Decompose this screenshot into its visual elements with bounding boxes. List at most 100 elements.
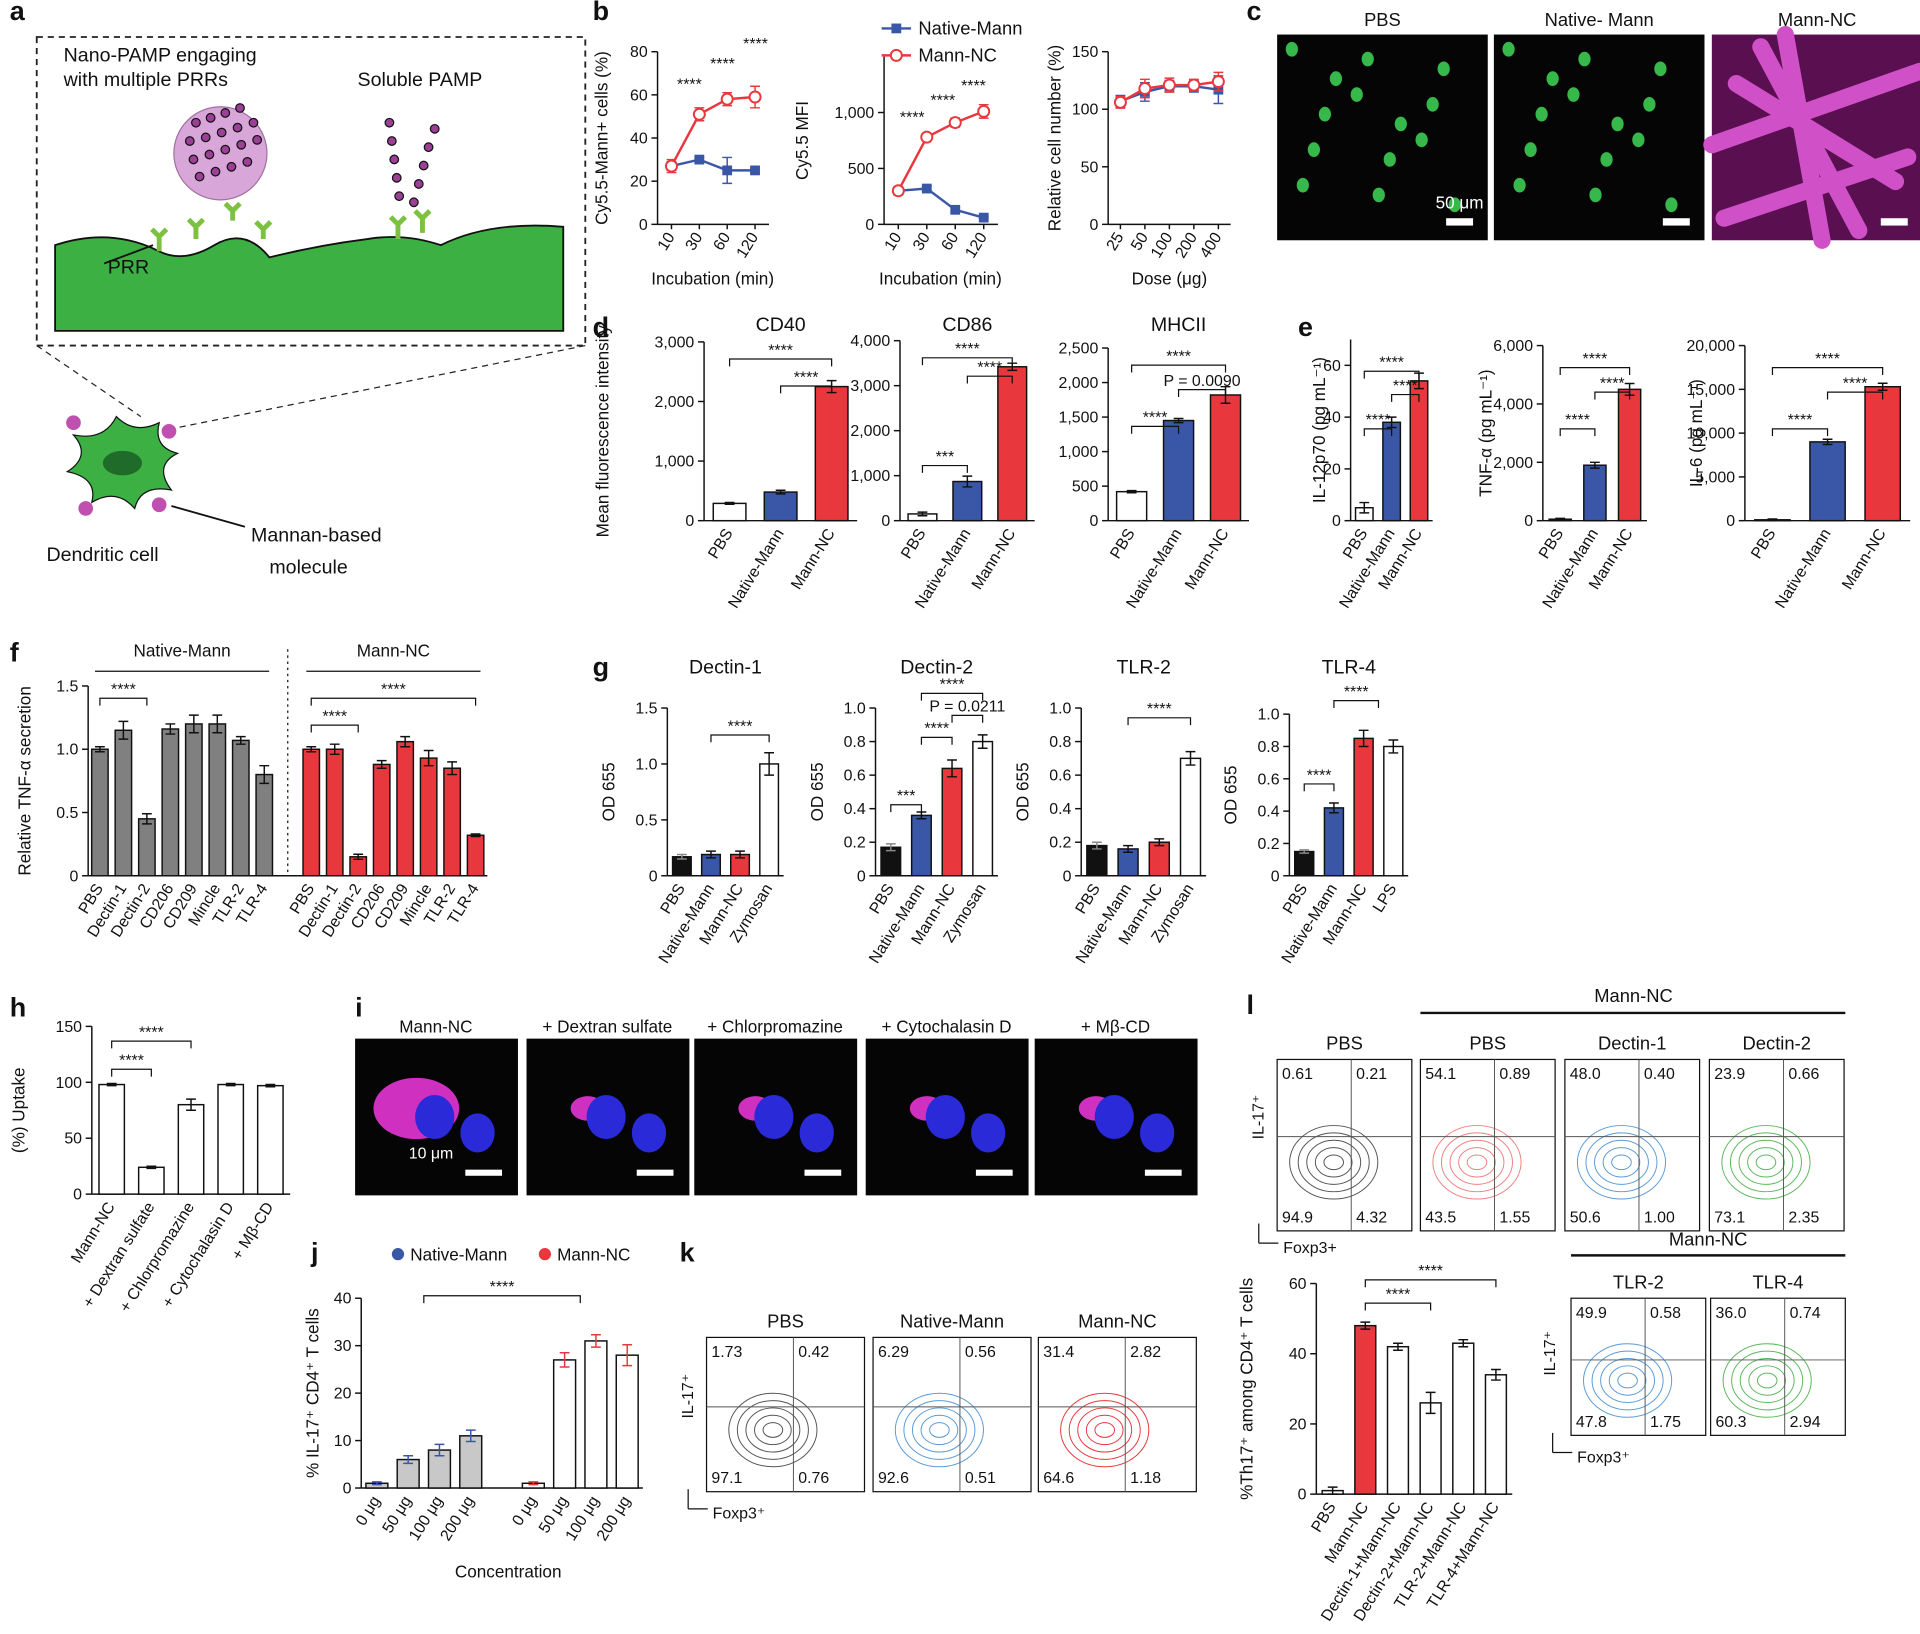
nucleus-signal [1361,51,1374,67]
y-tick-label: 60 [1323,358,1341,375]
y-tick-label: 1,000 [834,105,874,122]
contour [1094,1422,1115,1438]
nucleus [754,1094,794,1140]
y-axis-label: OD 655 [807,762,827,821]
significance-label: *** [897,788,916,805]
legend-marker [538,1248,552,1261]
bar [1809,441,1846,522]
quadrant-value: 0.61 [1282,1066,1313,1083]
contour [1722,1343,1812,1418]
bar [302,748,321,877]
error-bar [947,759,957,778]
quadrant-value: 1.18 [1130,1470,1161,1487]
nucleus-signal [1589,187,1602,203]
significance-bracket [1131,425,1180,434]
image-title: + Cytochalasin D [882,1017,1012,1037]
error-bar [329,743,340,756]
bar [443,767,462,877]
marker [1113,95,1127,109]
marker [891,184,905,198]
mannan-arrow [171,505,246,528]
error-bar [118,720,129,740]
error-bar [259,764,270,785]
bar [997,366,1028,522]
error-bar [306,745,317,753]
zoom-line [36,345,142,418]
y-tick-label: 1.5 [56,678,78,695]
y-tick-label: 1,000 [850,468,890,485]
quadrant-value: 0.66 [1788,1066,1819,1083]
y-tick-label: 3,000 [850,378,890,395]
y-tick-label: 20 [1323,461,1341,478]
scale-bar [1144,1169,1182,1176]
flow-plot [1710,1297,1846,1436]
y-tick-label: 0.4 [1257,804,1279,821]
legend-marker [391,1248,405,1261]
x-axis-label: Concentration [455,1561,562,1581]
y-tick-label: 0.2 [1049,835,1071,852]
bar [880,846,902,877]
quadrant-value: 0.42 [798,1344,829,1361]
bar [137,1166,165,1195]
panel-label: e [1298,312,1313,342]
error-bar [212,714,223,734]
significance-bracket [1364,1302,1432,1311]
panel-label: b [593,0,609,26]
image-title: Native- Mann [1545,9,1654,30]
y-tick-label: 40 [1289,1346,1307,1363]
quadrant-value: 0.21 [1356,1066,1387,1083]
error-bar [735,850,745,859]
nucleus-signal [1567,87,1580,102]
y-tick-label: 1.0 [56,742,78,759]
significance-label: **** [1583,351,1608,368]
y-tick-label: 0.5 [56,805,78,822]
quadrant-value: 0.40 [1644,1066,1675,1083]
contour [1602,1147,1641,1178]
error-bar [265,1083,276,1088]
error-bar [1185,750,1196,766]
y-tick-label: 40 [630,131,648,148]
bar [1148,841,1171,877]
contour [1289,1125,1379,1200]
quadrant-value: 0.76 [798,1470,829,1487]
y-tick-label: 30 [334,1338,352,1355]
dashed-box [35,36,587,347]
bar [910,814,932,877]
contour [1440,1132,1513,1193]
contour [1594,1139,1649,1185]
panel-label: g [593,652,609,682]
quadrant-value: 2.82 [1130,1344,1161,1361]
marker [921,183,932,194]
scale-bar [1662,218,1690,226]
error-bar [146,1165,157,1170]
contour [1085,1414,1124,1446]
marker [977,104,991,118]
contour [754,1414,792,1446]
nucleus-signal [1448,197,1461,213]
image-title: Mann-NC [1778,9,1857,30]
error-bar [1154,838,1165,847]
marker [748,90,762,104]
x-axis-label: Dose (μg) [1132,268,1208,288]
significance-label: **** [900,110,925,127]
y-axis-label: %Th17⁺ among CD4⁺ T cells [1237,1278,1257,1500]
y-tick-label: 0 [881,513,890,530]
significance-label: **** [1147,701,1172,718]
line [670,95,756,167]
significance-bracket [1771,367,1884,375]
y-tick-label: 2,500 [1059,341,1099,358]
x-axis-label: Incubation (min) [879,268,1002,288]
bar [325,748,344,877]
chart-title: MHCII [1151,314,1206,336]
y-axis-label: Cy5.5-Mann+ cells (%) [591,51,611,225]
significance-bracket [111,1040,192,1049]
scale-bar-label: 10 μm [409,1146,454,1163]
y-tick-label: 0.8 [844,734,866,751]
nucleus-signal [1372,187,1385,203]
quadrant-value: 49.9 [1576,1305,1607,1322]
contour [903,1400,976,1460]
quadrant-value: 6.29 [878,1344,909,1361]
quadrant-value: 0.56 [965,1344,996,1361]
significance-bracket [1771,428,1829,437]
